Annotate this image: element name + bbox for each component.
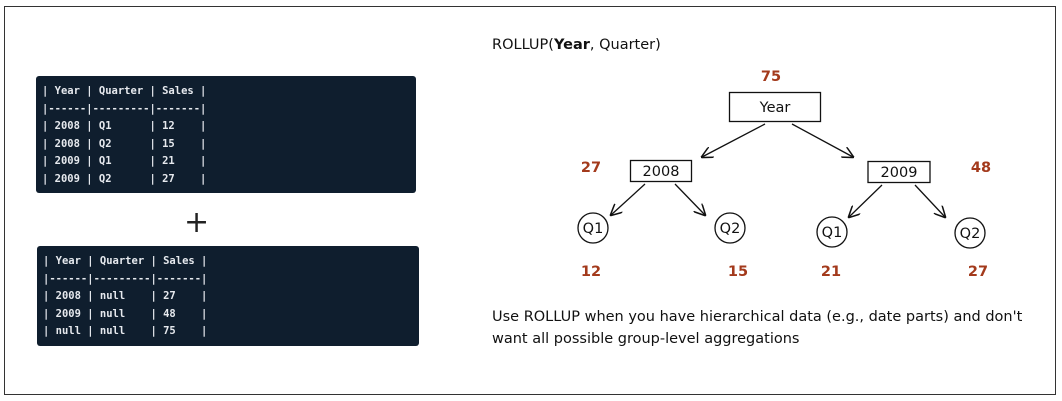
code-line: | 2009 | Q1 | 21 | <box>42 155 207 168</box>
title-prefix: ROLLUP( <box>492 37 554 53</box>
node-circle <box>954 217 986 249</box>
node-value: 27 <box>581 160 601 176</box>
code-line: | Year | Quarter | Sales | <box>42 85 207 97</box>
frame <box>4 6 1056 395</box>
code-block: | Year | Quarter | Sales | |------|------… <box>37 246 419 346</box>
code-line: | 2008 | Q2 | 15 | <box>42 137 207 150</box>
node-value: 48 <box>971 160 991 176</box>
code-line: | Year | Quarter | Sales | <box>43 255 208 267</box>
arrow <box>791 123 853 157</box>
arrow <box>849 184 883 217</box>
title-bold: Year <box>553 37 590 53</box>
node-circle <box>816 216 848 248</box>
node-box <box>629 159 693 183</box>
title-suffix: , Quarter) <box>589 37 661 53</box>
node-value: 27 <box>968 264 988 280</box>
node-value: 12 <box>581 264 601 280</box>
node-value: 15 <box>728 264 748 280</box>
arrow <box>914 184 945 217</box>
node-box <box>728 91 822 123</box>
node-label: Q2 <box>960 226 981 242</box>
arrow <box>702 123 766 157</box>
code-line: | 2009 | null | 48 | <box>43 307 208 320</box>
node-circle <box>577 212 609 244</box>
code-line: | 2009 | Q2 | 27 | <box>42 172 207 185</box>
caption: Use ROLLUP when you have hierarchical da… <box>492 309 1023 347</box>
code-line: |------|---------|-------| <box>42 102 207 115</box>
node-label: 2009 <box>881 165 918 181</box>
node-value: 75 <box>761 69 781 85</box>
node-label: Q2 <box>720 221 741 237</box>
node-value: 21 <box>821 264 841 280</box>
node-box <box>867 160 931 184</box>
code-block: | Year | Quarter | Sales | |------|------… <box>36 76 416 193</box>
arrow <box>674 183 705 215</box>
code-line: |------|---------|-------| <box>43 272 208 285</box>
node-label: 2008 <box>643 164 680 180</box>
node-label: Year <box>759 100 791 116</box>
code-line: | 2008 | Q1 | 12 | <box>42 120 207 133</box>
code-line: | null | null | 75 | <box>43 325 208 338</box>
node-label: Q1 <box>583 221 604 237</box>
diagram-title: ROLLUP(Year, Quarter) <box>492 37 661 53</box>
arrow <box>611 183 646 215</box>
plus-operator: + <box>184 205 210 240</box>
code-line: | 2008 | null | 27 | <box>43 290 208 303</box>
node-label: Q1 <box>822 225 843 241</box>
node-circle <box>714 212 746 244</box>
